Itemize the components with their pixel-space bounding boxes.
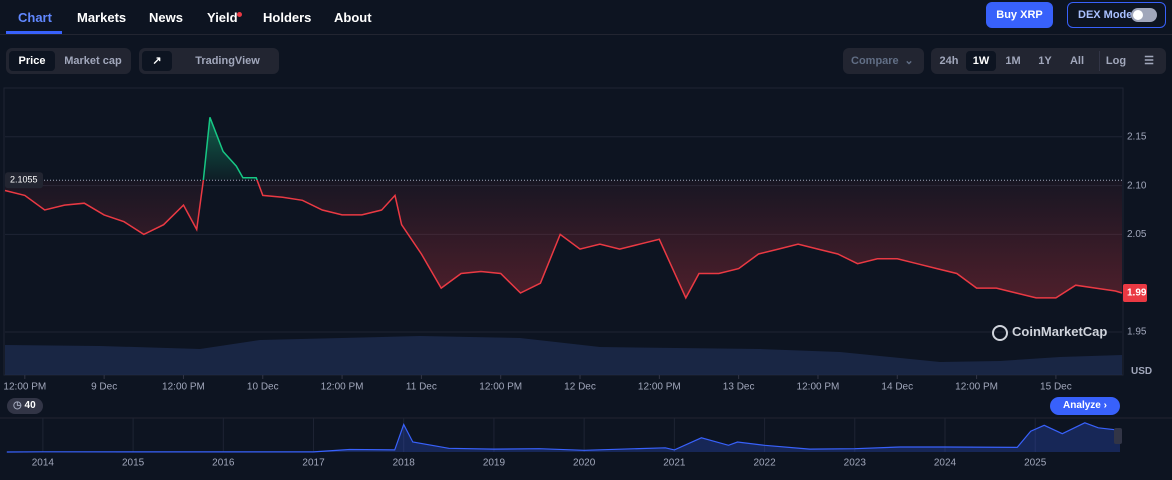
nav-underline bbox=[6, 31, 62, 34]
overview-tick-label: 2015 bbox=[122, 458, 145, 469]
reference-badge bbox=[5, 172, 43, 189]
overview-tick-label: 2018 bbox=[393, 458, 416, 469]
dex-mode-label: DEX Mode bbox=[1078, 9, 1133, 21]
buy-button[interactable]: Buy XRP bbox=[986, 2, 1053, 28]
x-tick-label: 12 Dec bbox=[564, 382, 596, 393]
x-tick-label: 12:00 PM bbox=[3, 382, 46, 393]
nav-tab[interactable]: News bbox=[149, 10, 183, 25]
market-cap-tab[interactable]: Market cap bbox=[64, 55, 122, 67]
range-tab[interactable]: 1W bbox=[966, 51, 996, 71]
analyze-label: Analyze bbox=[1063, 400, 1101, 411]
volume-band bbox=[5, 336, 1122, 375]
overview-tick-label: 2014 bbox=[32, 458, 55, 469]
overview-line bbox=[6, 422, 1121, 453]
compare-label: Compare bbox=[851, 55, 899, 67]
x-tick-label: 10 Dec bbox=[247, 382, 279, 393]
nav-tab[interactable]: Chart bbox=[18, 10, 52, 25]
nav-tab[interactable]: About bbox=[334, 10, 372, 25]
x-tick-label: 12:00 PM bbox=[797, 382, 840, 393]
overview-tick-label: 2016 bbox=[212, 458, 235, 469]
notification-dot bbox=[237, 12, 242, 17]
overview-tick-label: 2022 bbox=[753, 458, 776, 469]
events-count: 40 bbox=[24, 400, 36, 411]
compare-caret: ⌄ bbox=[904, 55, 914, 67]
watermark-text: CoinMarketCap bbox=[1012, 324, 1108, 339]
overview-tick-label: 2023 bbox=[844, 458, 867, 469]
x-tick-label: 12:00 PM bbox=[638, 382, 681, 393]
price-line bbox=[4, 117, 1123, 300]
x-tick-label: 15 Dec bbox=[1040, 382, 1072, 393]
y-tick-label: 2.15 bbox=[1127, 131, 1147, 142]
nav-tab[interactable]: Markets bbox=[77, 10, 127, 25]
x-tick-label: 13 Dec bbox=[723, 382, 755, 393]
y-tick-label: 2.05 bbox=[1127, 229, 1147, 240]
overview-tick-label: 2025 bbox=[1024, 458, 1047, 469]
nav-border bbox=[0, 34, 1172, 35]
settings[interactable]: ☰ bbox=[1144, 55, 1154, 67]
currency: USD bbox=[1131, 366, 1153, 377]
overview-handle bbox=[1114, 428, 1122, 444]
x-tick-label: 12:00 PM bbox=[479, 382, 522, 393]
nav-tab[interactable]: Holders bbox=[263, 10, 312, 25]
range-tab[interactable]: All bbox=[1069, 55, 1085, 67]
range-tab[interactable]: 1M bbox=[1005, 55, 1021, 67]
range-tabs: Log ☰ 24h 1W 1M 1Y All bbox=[931, 48, 1166, 74]
toggle[interactable] bbox=[1131, 8, 1157, 22]
overview-tick-label: 2024 bbox=[934, 458, 957, 469]
y-tick-label: 1.95 bbox=[1127, 327, 1147, 338]
compare-dropdown[interactable]: Compare ⌄ bbox=[843, 48, 924, 74]
overview-area bbox=[6, 422, 1120, 452]
y-tick-label: 2.10 bbox=[1127, 180, 1147, 191]
price-area bbox=[5, 117, 1122, 298]
overview-tick-label: 2020 bbox=[573, 458, 596, 469]
nav-tab[interactable]: Yield bbox=[207, 10, 238, 25]
line-style[interactable]: ↗ bbox=[142, 51, 172, 71]
analyze-button[interactable]: Analyze › bbox=[1050, 397, 1120, 415]
tradingview-tab[interactable]: TradingView bbox=[195, 55, 260, 67]
x-tick-label: 11 Dec bbox=[406, 382, 437, 393]
toggle-knob bbox=[1133, 10, 1143, 20]
x-tick-label: 12:00 PM bbox=[321, 382, 364, 393]
price-toggle: Price Market cap bbox=[6, 48, 131, 74]
overview-tick-label: 2019 bbox=[483, 458, 506, 469]
dex-mode[interactable]: DEX Mode bbox=[1067, 2, 1166, 28]
events-badge[interactable]: ◷ 40 bbox=[7, 398, 43, 414]
overview-tick-label: 2021 bbox=[663, 458, 686, 469]
chart-style: ↗ TradingView bbox=[139, 48, 279, 74]
overview-tick-label: 2017 bbox=[302, 458, 325, 469]
log-toggle[interactable]: Log bbox=[1099, 51, 1132, 71]
price-tab[interactable]: Price bbox=[9, 51, 55, 71]
x-tick-label: 14 Dec bbox=[881, 382, 913, 393]
watermark: CoinMarketCap bbox=[992, 324, 1107, 341]
range-tab[interactable]: 1Y bbox=[1038, 55, 1052, 67]
range-tab[interactable]: 24h bbox=[939, 55, 959, 67]
x-tick-label: 12:00 PM bbox=[162, 382, 205, 393]
x-tick-label: 9 Dec bbox=[91, 382, 117, 393]
reference-label: 2.1055 bbox=[10, 175, 38, 185]
last-price-badge bbox=[1123, 284, 1147, 302]
last-price-label: 1.99 bbox=[1127, 288, 1147, 299]
x-tick-label: 12:00 PM bbox=[955, 382, 998, 393]
